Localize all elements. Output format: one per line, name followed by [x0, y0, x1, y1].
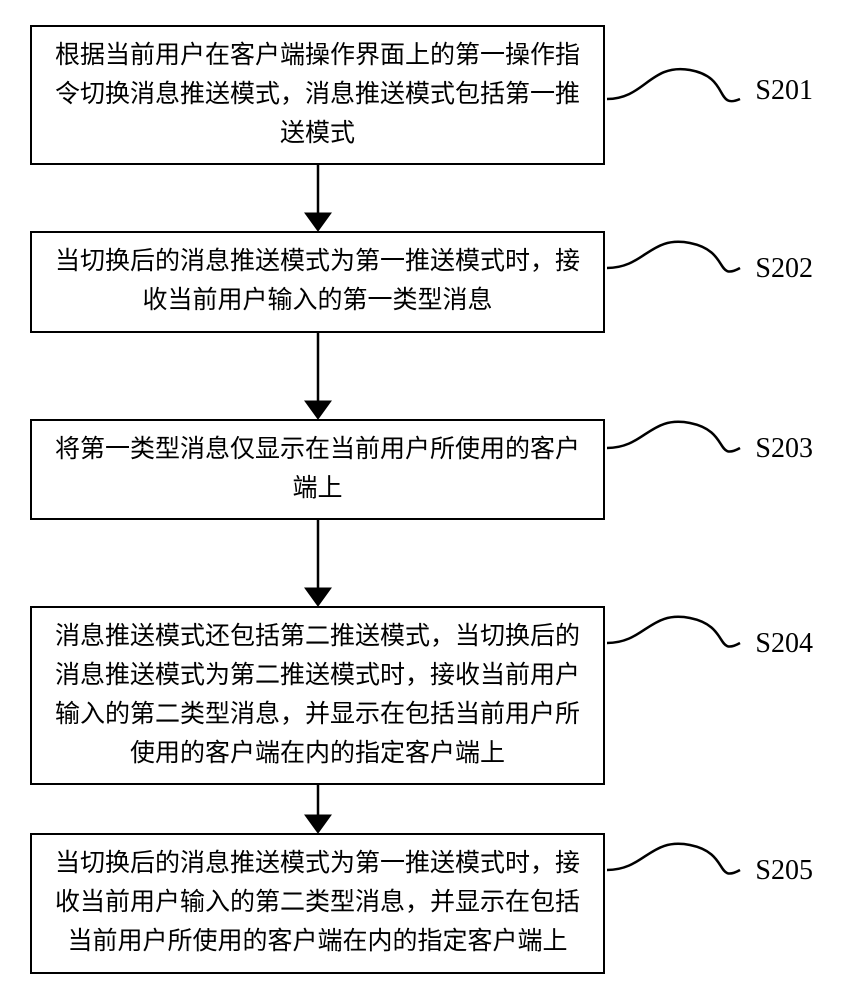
step-label-s205: S205: [755, 855, 813, 887]
connector-s201: [605, 65, 745, 125]
step-label-s202: S202: [755, 253, 813, 285]
flow-node-text: 当切换后的消息推送模式为第一推送模式时，接收当前用户输入的第二类型消息，并显示在…: [55, 850, 580, 955]
flow-node-text: 当切换后的消息推送模式为第一推送模式时，接收当前用户输入的第一类型消息: [55, 248, 580, 314]
flow-node-s201: 根据当前用户在客户端操作界面上的第一操作指令切换消息推送模式，消息推送模式包括第…: [30, 25, 605, 165]
flow-node-s204: 消息推送模式还包括第二推送模式，当切换后的消息推送模式为第二推送模式时，接收当前…: [30, 606, 605, 785]
arrow-s201-s202: [30, 165, 605, 231]
flow-node-s203: 将第一类型消息仅显示在当前用户所使用的客户端上: [30, 419, 605, 521]
step-label-s203: S203: [755, 433, 813, 465]
flow-node-text: 将第一类型消息仅显示在当前用户所使用的客户端上: [55, 436, 580, 502]
step-label-s201: S201: [755, 75, 813, 107]
arrow-s203-s204: [30, 520, 605, 606]
flow-node-s205: 当切换后的消息推送模式为第一推送模式时，接收当前用户输入的第二类型消息，并显示在…: [30, 833, 605, 973]
flow-node-s202: 当切换后的消息推送模式为第一推送模式时，接收当前用户输入的第一类型消息: [30, 231, 605, 333]
flow-node-text: 根据当前用户在客户端操作界面上的第一操作指令切换消息推送模式，消息推送模式包括第…: [55, 42, 580, 147]
flowchart-container: S201 S202 S203 S204 S205 根据当前用户在客户端操作界面上…: [30, 25, 813, 974]
connector-s203: [605, 420, 745, 480]
flow-node-text: 消息推送模式还包括第二推送模式，当切换后的消息推送模式为第二推送模式时，接收当前…: [55, 623, 580, 766]
connector-s204: [605, 615, 745, 675]
step-label-s204: S204: [755, 628, 813, 660]
connector-s202: [605, 240, 745, 300]
arrow-s204-s205: [30, 785, 605, 833]
connector-s205: [605, 842, 745, 902]
arrow-s202-s203: [30, 333, 605, 419]
